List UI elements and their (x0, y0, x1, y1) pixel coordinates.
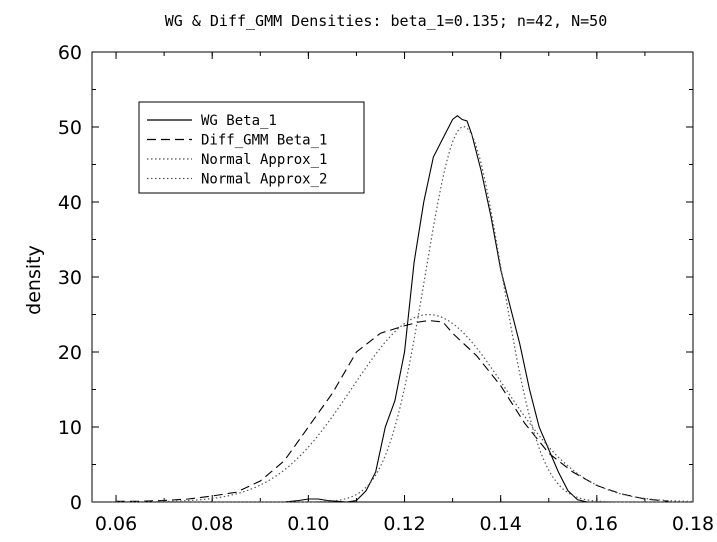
series-line-3 (92, 126, 693, 503)
series-line-1 (284, 115, 597, 503)
legend-label-4: Normal Approx_2 (201, 172, 327, 188)
legend-label-1: WG Beta_1 (201, 113, 277, 129)
x-tick-label: 0.10 (287, 513, 329, 535)
chart-title: WG & Diff_GMM Densities: beta_1=0.135; n… (165, 12, 608, 30)
series-line-4 (92, 313, 694, 503)
y-tick-label: 60 (58, 42, 82, 64)
y-tick-label: 20 (58, 342, 82, 364)
x-tick-label: 0.12 (383, 513, 425, 535)
y-tick-label: 50 (58, 117, 82, 139)
series-line-2 (116, 319, 670, 502)
legend-label-2: Diff_GMM Beta_1 (201, 133, 327, 149)
y-axis-ticks: 0 10 20 30 40 50 60 (58, 42, 693, 514)
legend-box (138, 101, 365, 194)
legend-label-3: Normal Approx_1 (201, 152, 327, 168)
x-axis-ticks: 0.06 0.08 0.10 0.12 0.14 0.16 0.18 (95, 52, 714, 535)
x-tick-label: 0.14 (480, 513, 522, 535)
x-tick-label: 0.18 (672, 513, 714, 535)
legend: WG Beta_1 Diff_GMM Beta_1 Normal Approx_1 N… (138, 101, 365, 194)
y-axis-label: density (23, 245, 45, 315)
y-tick-label: 0 (70, 492, 82, 514)
y-tick-label: 30 (58, 267, 82, 289)
x-tick-label: 0.08 (191, 513, 233, 535)
y-tick-label: 10 (58, 417, 82, 439)
x-tick-label: 0.06 (95, 513, 137, 535)
x-tick-label: 0.16 (576, 513, 618, 535)
series-layer (92, 115, 694, 503)
y-tick-label: 40 (58, 192, 82, 214)
